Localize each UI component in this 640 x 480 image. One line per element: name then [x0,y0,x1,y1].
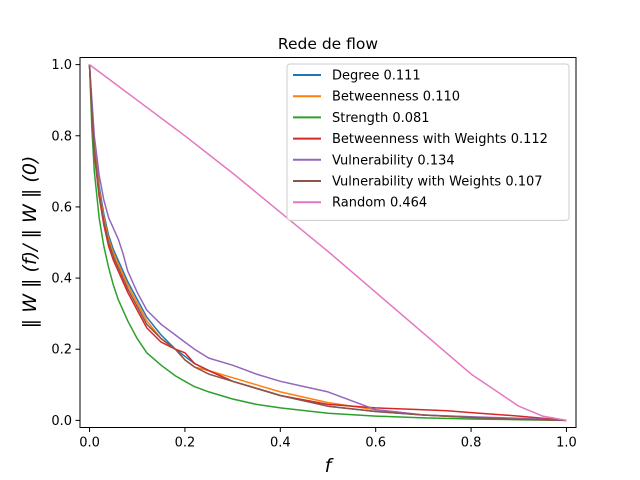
legend-entry-6: Random 0.464 [332,196,427,211]
legend-entry-1: Betweenness 0.110 [332,90,460,105]
legend: Degree 0.111 Betweenness 0.110 Strength 0.… [286,63,570,221]
x-tick-label: 0.4 [270,436,291,451]
series-line-2 [88,64,567,422]
chart-title: Rede de flow [278,35,378,53]
series-line-3 [88,64,567,422]
legend-entry-5: Vulnerability with Weights 0.107 [332,175,543,190]
x-tick-label: 0.6 [365,436,386,451]
y-axis-ticks: 0.0 0.2 0.4 0.6 0.8 1.0 [51,58,80,429]
y-tick-label: 1.0 [51,58,72,73]
x-tick-label: 0.8 [461,436,482,451]
legend-entry-4: Vulnerability 0.134 [332,153,455,168]
y-axis-label: ‖ W ‖ (f)/ ‖ W ‖ (0) [19,156,41,329]
legend-box [286,63,570,221]
legend-entry-3: Betweenness with Weights 0.112 [332,132,548,147]
series-line-6 [89,63,567,422]
x-tick-label: 0.2 [175,436,196,451]
y-tick-label: 0.0 [51,414,72,429]
legend-entry-0: Degree 0.111 [332,69,421,84]
x-axis-label: f [325,455,335,477]
y-tick-label: 0.8 [51,129,72,144]
y-tick-label: 0.6 [51,200,72,215]
y-tick-label: 0.4 [51,272,72,287]
y-tick-label: 0.2 [51,343,72,358]
x-tick-label: 0.0 [79,436,100,451]
x-axis-ticks: 0.0 0.2 0.4 0.6 0.8 1.0 [79,427,577,451]
plot-series [88,63,567,422]
plot-frame [79,57,577,428]
legend-entry-2: Strength 0.081 [332,111,430,126]
x-tick-label: 1.0 [556,436,577,451]
series-line-4 [88,64,567,422]
series-line-5 [88,64,567,422]
